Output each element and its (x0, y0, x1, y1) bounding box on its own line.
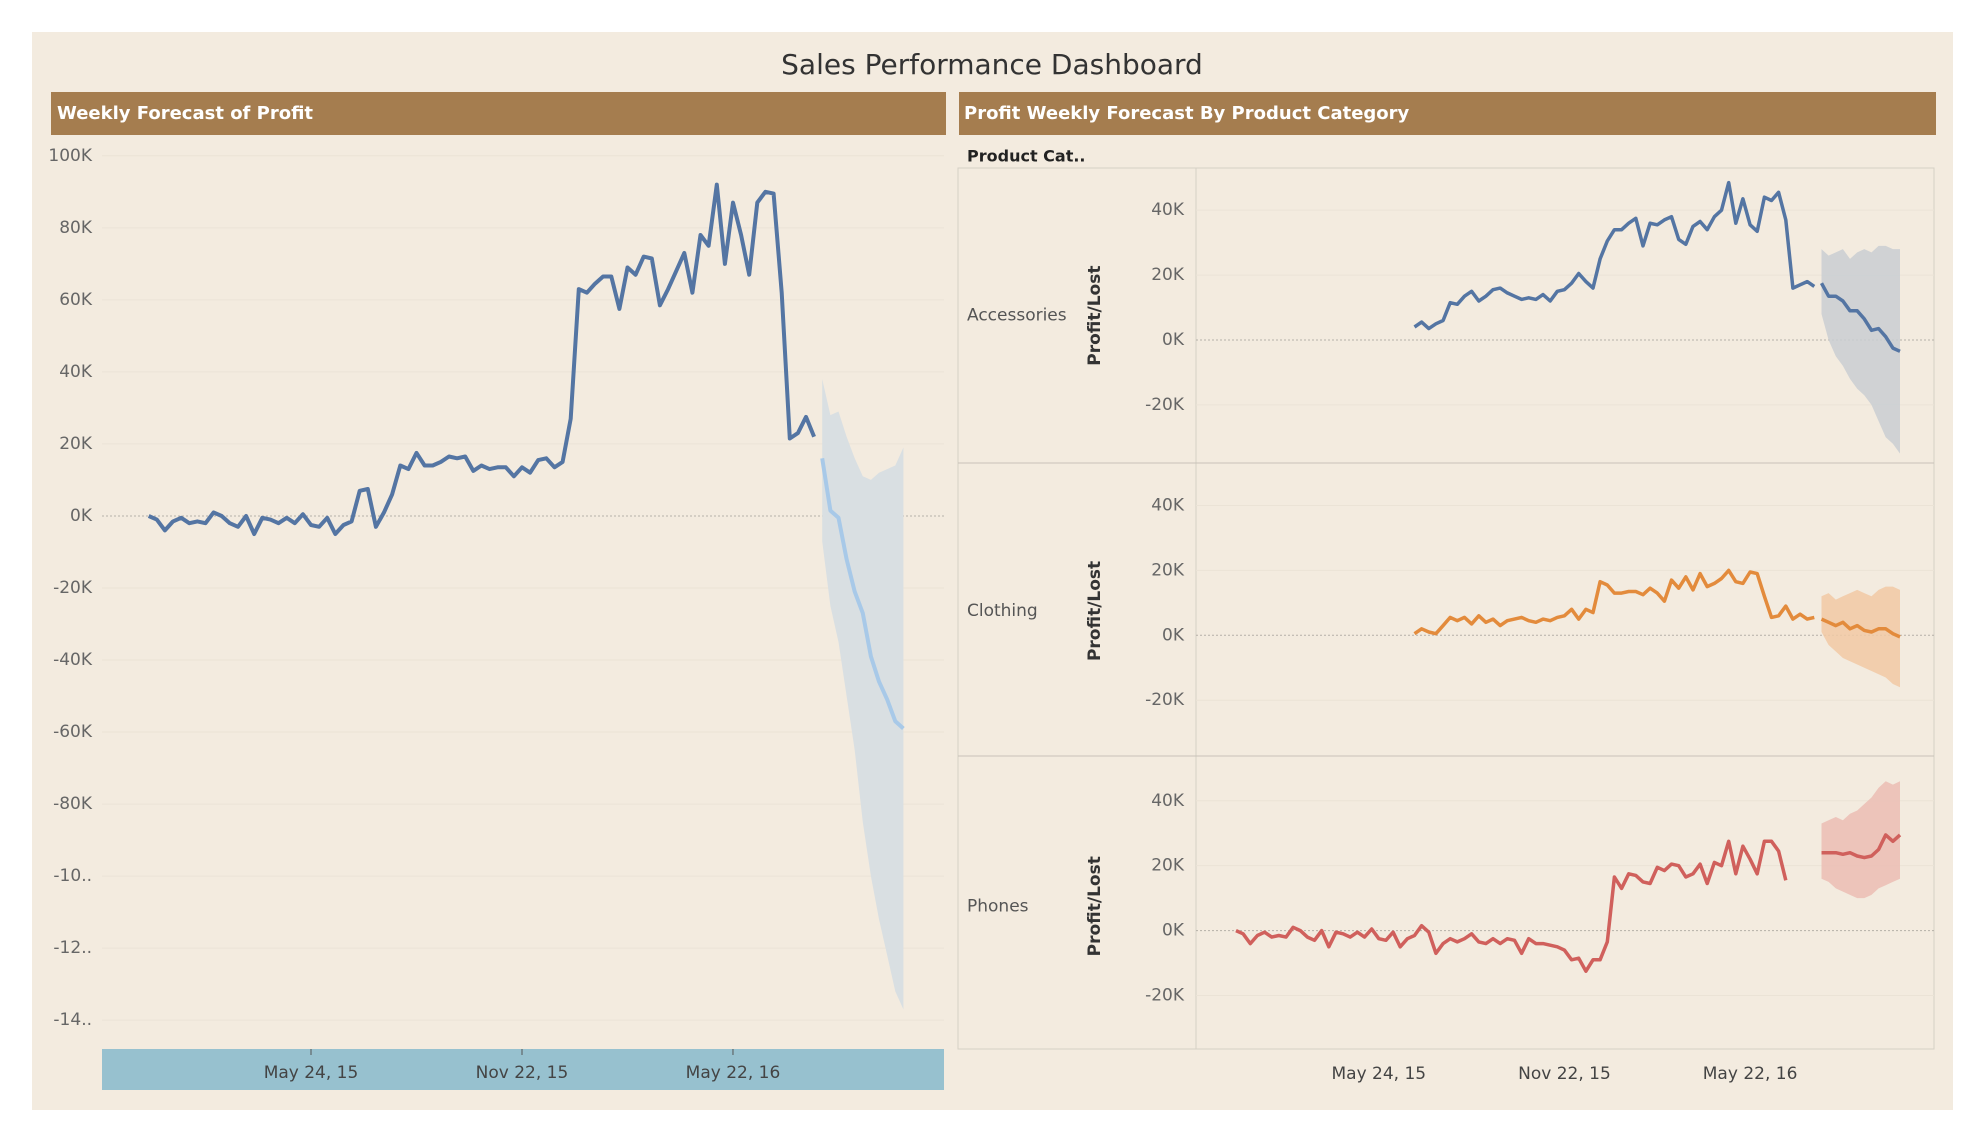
line (1235, 839, 1788, 973)
facet-header: Product Cat.. (967, 147, 1086, 166)
y-tick-label: 20K (1151, 265, 1185, 285)
y-tick-label: 0K (70, 506, 93, 526)
panel-title: Profit Weekly Forecast By Product Catego… (964, 103, 1410, 124)
x-tick-label: May 24, 15 (1331, 1064, 1426, 1084)
y-tick-label: 40K (1151, 495, 1185, 515)
y-tick-label: -80K (53, 794, 93, 814)
y-tick-label: -60K (53, 722, 93, 742)
y-tick-label: 0K (1162, 625, 1185, 645)
forecast-line (1820, 617, 1901, 639)
x-tick-label: May 22, 16 (686, 1063, 781, 1083)
y-tick-label: 20K (1151, 856, 1185, 876)
y-tick-label: 100K (48, 146, 92, 166)
y-tick-label: -20K (1145, 690, 1185, 710)
y-tick-label: 60K (59, 290, 93, 310)
x-tick-label: May 24, 15 (264, 1063, 359, 1083)
facet-label: Accessories (967, 306, 1067, 326)
line (820, 457, 905, 730)
y-axis-title: Profit/Lost (1085, 561, 1105, 661)
forecast-line (1819, 282, 1901, 353)
y-tick-label: -20K (53, 578, 93, 598)
y-tick-label: 20K (1151, 560, 1185, 580)
y-axis-title: Profit/Lost (1085, 266, 1105, 366)
forecast-band (1821, 586, 1900, 688)
line (1413, 180, 1816, 331)
panel-title: Weekly Forecast of Profit (57, 103, 313, 124)
facet-label: Clothing (967, 601, 1038, 621)
y-tick-label: -40K (53, 650, 93, 670)
facet-label: Phones (967, 896, 1029, 916)
y-tick-label: -20K (1145, 985, 1185, 1005)
panel-header (959, 92, 1936, 135)
forecast-line (1821, 833, 1902, 860)
dashboard-title: Sales Performance Dashboard (781, 48, 1203, 81)
facet-frame (957, 167, 1935, 1050)
y-tick-label: 40K (1151, 791, 1185, 811)
y-tick-label: -12.. (53, 938, 92, 958)
y-tick-label: -20K (1145, 395, 1185, 415)
x-axis-band (102, 1049, 944, 1090)
line (1413, 568, 1815, 636)
x-tick-label: May 22, 16 (1703, 1064, 1798, 1084)
y-tick-label: -10.. (53, 866, 92, 886)
y-tick-label: -14.. (53, 1010, 92, 1030)
y-tick-label: 0K (1162, 330, 1185, 350)
x-tick-label: Nov 22, 15 (1518, 1064, 1611, 1084)
panel-header (51, 92, 946, 135)
line (147, 182, 816, 536)
y-tick-label: 0K (1162, 921, 1185, 941)
forecast-band (1821, 781, 1900, 899)
y-tick-label: 20K (59, 434, 93, 454)
y-tick-label: 80K (59, 218, 93, 238)
x-tick-label: Nov 22, 15 (476, 1063, 569, 1083)
y-tick-label: 40K (1151, 200, 1185, 220)
y-axis-title: Profit/Lost (1085, 856, 1105, 956)
y-tick-label: 40K (59, 362, 93, 382)
